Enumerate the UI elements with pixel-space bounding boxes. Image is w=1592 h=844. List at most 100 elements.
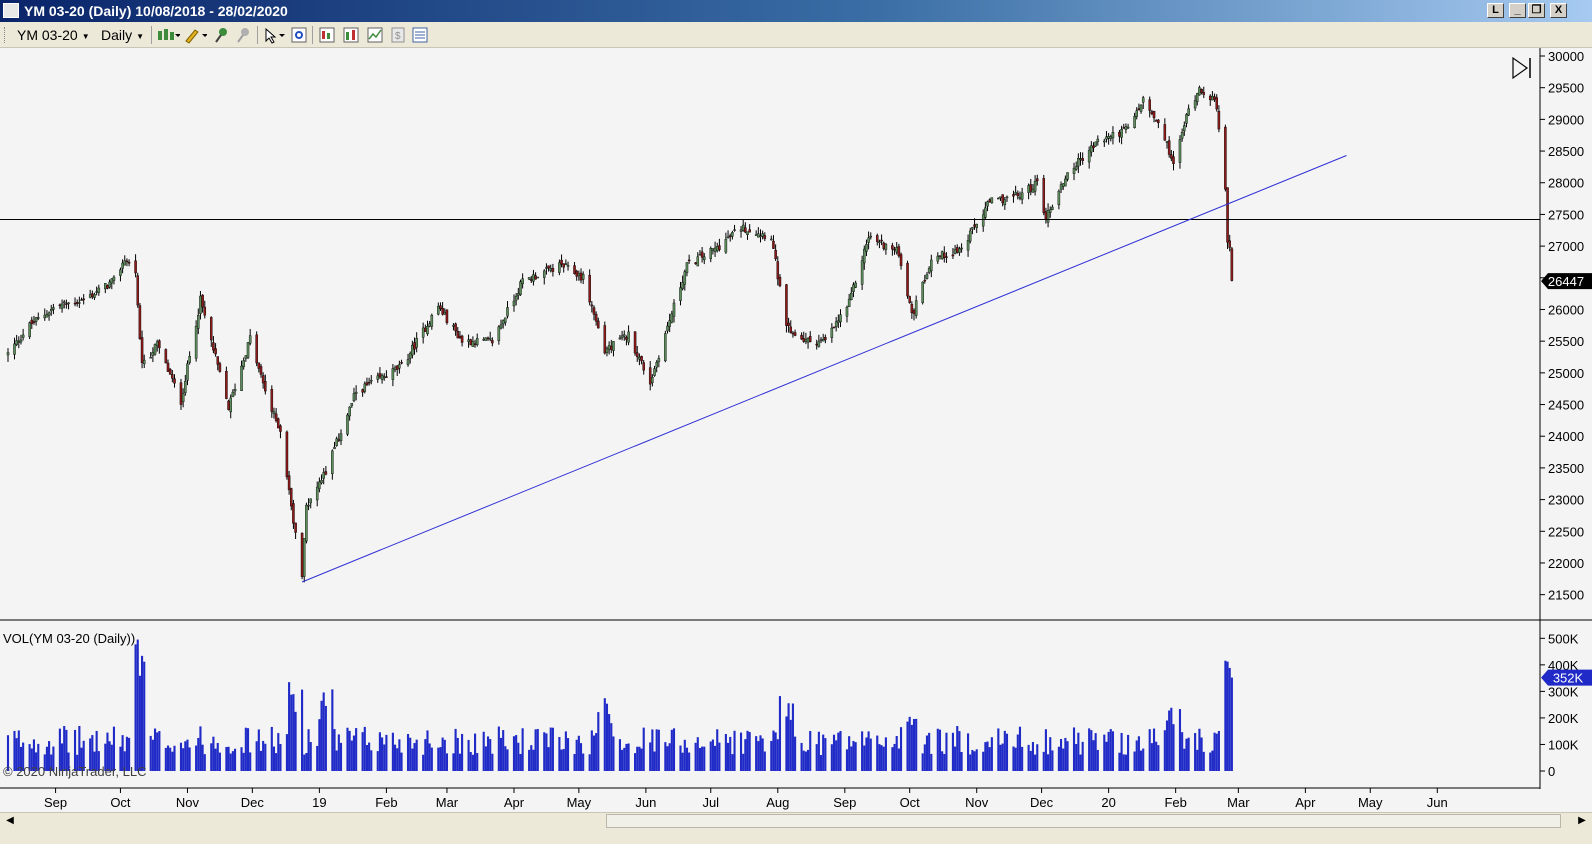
candle — [930, 259, 933, 272]
candle — [65, 303, 68, 305]
volume-bar — [566, 738, 570, 771]
restore-button[interactable]: ❐ — [1528, 3, 1545, 18]
pin-icon[interactable] — [212, 26, 230, 44]
candle — [958, 248, 961, 253]
candle — [938, 255, 942, 257]
candle — [1044, 211, 1048, 220]
candle — [657, 358, 661, 362]
volume-bar — [458, 753, 461, 771]
candle — [731, 232, 734, 237]
candle — [893, 248, 896, 251]
candle — [473, 343, 477, 345]
zoom-icon[interactable] — [290, 26, 308, 44]
time-tick-label: Dec — [241, 795, 265, 810]
scroll-left-icon[interactable]: ◀ — [6, 815, 14, 826]
candle — [352, 393, 356, 402]
volume-bar — [396, 748, 399, 771]
minimize-button[interactable]: _ — [1509, 3, 1526, 18]
volume-bar — [141, 655, 144, 771]
volume-bar — [158, 731, 161, 771]
volume-bar — [897, 748, 900, 771]
volume-bar — [303, 754, 306, 771]
interval-selector[interactable]: Daily ▼ — [101, 27, 144, 43]
candle — [891, 245, 894, 250]
candle — [1163, 124, 1167, 141]
candle — [806, 338, 810, 343]
candle — [869, 235, 873, 238]
time-tick-label: Oct — [110, 795, 131, 810]
candle — [588, 274, 591, 303]
candle — [945, 256, 948, 258]
scroll-right-icon[interactable]: ▶ — [1578, 815, 1586, 826]
volume-bar — [830, 744, 833, 771]
candle — [968, 230, 972, 242]
volume-bar — [895, 735, 898, 771]
chart-canvas[interactable]: 3000029500290002850028000275002700026500… — [0, 48, 1592, 812]
time-axis[interactable]: Sep Oct Nov Dec 19 Feb Mar Apr May Jun Jul Aug Sep Oc… — [44, 788, 1448, 810]
data-box-icon[interactable] — [411, 26, 429, 44]
volume-bar — [718, 742, 721, 771]
link-button[interactable]: L — [1487, 3, 1504, 18]
time-tick-label: Oct — [900, 795, 921, 810]
candle — [534, 275, 537, 280]
time-tick-label: Apr — [1295, 795, 1316, 810]
toolbar-grip[interactable] — [4, 27, 8, 43]
candle — [549, 268, 553, 271]
candle — [514, 295, 518, 301]
trend-line[interactable] — [301, 155, 1347, 583]
volume-bar — [1029, 750, 1032, 771]
candle — [1096, 138, 1100, 142]
volume-bar — [76, 754, 79, 771]
candle — [19, 339, 23, 343]
candle — [638, 357, 641, 360]
close-button[interactable]: X — [1550, 3, 1567, 18]
candle — [839, 314, 842, 323]
candle — [428, 323, 431, 327]
volume-bar — [1034, 754, 1037, 771]
candle — [501, 320, 505, 325]
volume-bar — [698, 747, 702, 771]
pencil-draw-icon[interactable] — [183, 26, 207, 44]
indicators-icon[interactable] — [342, 26, 360, 44]
volume-bar — [515, 735, 518, 771]
candle — [287, 475, 291, 491]
properties-icon[interactable]: $ — [389, 26, 407, 44]
candle — [393, 367, 397, 370]
candle — [726, 236, 730, 239]
volume-bar — [573, 754, 576, 771]
strategies-icon[interactable] — [366, 26, 384, 44]
candle — [151, 352, 155, 356]
candle — [1087, 150, 1091, 163]
volume-bar — [778, 696, 782, 771]
volume-bar — [1021, 746, 1024, 771]
scroll-to-end-icon[interactable] — [1512, 56, 1531, 80]
horizontal-scrollbar[interactable]: ◀ ▶ — [0, 812, 1592, 829]
ruler-icon[interactable] — [234, 26, 252, 44]
chart-style-icon[interactable] — [318, 26, 336, 44]
chevron-down-icon: ▼ — [136, 31, 145, 41]
candle — [912, 310, 916, 314]
volume-bar — [915, 718, 918, 771]
volume-bar — [869, 738, 872, 771]
candle — [581, 274, 585, 280]
volume-axis[interactable]: 500K 400K 300K 200K 100K 0 — [1540, 631, 1579, 779]
pointer-icon[interactable] — [262, 26, 286, 44]
volume-bar — [956, 726, 959, 771]
volume-bar — [547, 747, 550, 771]
scrollbar-thumb[interactable] — [606, 814, 1561, 828]
volume-bar — [854, 742, 857, 771]
volume-bar — [173, 745, 176, 771]
volume-bar — [562, 748, 565, 771]
volume-bar — [1135, 740, 1138, 771]
instrument-selector[interactable]: YM 03-20 ▼ — [17, 27, 90, 43]
candle — [1064, 178, 1067, 187]
bar-type-icon[interactable] — [156, 26, 180, 44]
volume-bar — [134, 644, 137, 771]
volume-bar — [497, 726, 500, 771]
volume-bar — [301, 689, 304, 771]
volume-bar — [15, 738, 18, 771]
candle — [655, 361, 658, 368]
candle — [290, 488, 293, 507]
candle — [244, 355, 248, 359]
candle — [791, 332, 795, 335]
